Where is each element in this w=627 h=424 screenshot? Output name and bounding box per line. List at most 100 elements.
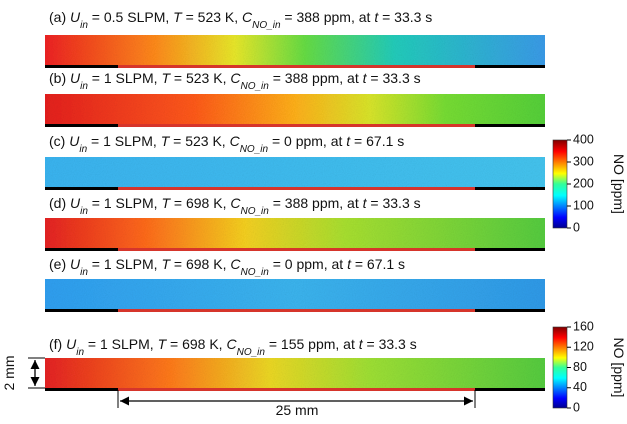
caption-part: NO_in: [240, 267, 269, 278]
caption-part: = 1 SLPM,: [84, 336, 158, 352]
caption-part: t: [346, 133, 351, 149]
caption-part: U: [70, 9, 81, 25]
caption-part: (e): [49, 256, 70, 272]
caption-part: = 1 SLPM,: [87, 133, 161, 149]
caption-part: = 523 K,: [170, 70, 230, 86]
panel-caption: (d) Uin = 1 SLPM, T = 698 K, CNO_in = 38…: [49, 195, 421, 217]
concentration-field: [45, 35, 545, 65]
colorbar-label: NO [ppm]: [611, 154, 627, 214]
caption-part: NO_in: [240, 81, 269, 92]
colorbar-tick-label: 0: [573, 400, 580, 414]
caption-part: = 523 K,: [169, 133, 229, 149]
caption-part: T: [161, 195, 171, 211]
caption-part: U: [66, 336, 77, 352]
caption-part: = 698 K,: [170, 195, 230, 211]
caption-part: = 33.3 s: [367, 195, 421, 211]
caption-part: = 388 ppm, at: [269, 70, 363, 86]
panel-caption: (c) Uin = 1 SLPM, T = 523 K, CNO_in = 0 …: [49, 133, 404, 155]
caption-part: U: [70, 195, 81, 211]
caption-part: = 33.3 s: [367, 70, 421, 86]
caption-part: = 67.1 s: [351, 256, 405, 272]
concentration-field: [45, 157, 545, 187]
colorbar-tick-label: 300: [573, 154, 594, 168]
caption-part: = 0 ppm, at: [269, 256, 347, 272]
caption-part: C: [230, 133, 241, 149]
caption-part: NO_in: [240, 144, 269, 155]
concentration-field: [45, 279, 545, 309]
colorbar-tick-label: 400: [573, 132, 594, 146]
caption-part: C: [230, 195, 241, 211]
colorbar-label: NO [ppm]: [611, 338, 627, 398]
caption-part: = 67.1 s: [350, 133, 404, 149]
colorbar-tick-label: 120: [573, 340, 594, 354]
caption-part: C: [226, 336, 237, 352]
panel-caption: (b) Uin = 1 SLPM, T = 523 K, CNO_in = 38…: [49, 70, 421, 92]
panel: (e) Uin = 1 SLPM, T = 698 K, CNO_in = 0 …: [45, 256, 545, 312]
panel-caption: (a) Uin = 0.5 SLPM, T = 523 K, CNO_in = …: [49, 9, 432, 31]
caption-part: = 33.3 s: [363, 336, 417, 352]
colorbar-tick-label: 160: [573, 319, 594, 333]
colorbar-scale: [552, 326, 568, 409]
panels: (a) Uin = 0.5 SLPM, T = 523 K, CNO_in = …: [45, 9, 545, 391]
caption-part: t: [374, 9, 379, 25]
caption-part: C: [242, 9, 253, 25]
colorbar-tick-label: 200: [573, 176, 594, 190]
concentration-field: [45, 218, 545, 248]
panel-caption: (f) Uin = 1 SLPM, T = 698 K, CNO_in = 15…: [49, 336, 417, 358]
panel: (f) Uin = 1 SLPM, T = 698 K, CNO_in = 15…: [45, 336, 545, 391]
caption-part: T: [161, 256, 171, 272]
colorbar-tick-label: 0: [573, 220, 580, 234]
caption-part: = 155 ppm, at: [265, 336, 359, 352]
panel: (a) Uin = 0.5 SLPM, T = 523 K, CNO_in = …: [45, 9, 545, 68]
panel: (d) Uin = 1 SLPM, T = 698 K, CNO_in = 38…: [45, 195, 545, 251]
colorbar: 0 100 200 300 400 NO [ppm]: [552, 132, 627, 234]
caption-part: = 388 ppm, at: [269, 195, 363, 211]
caption-part: NO_in: [237, 347, 266, 358]
caption-part: NO_in: [240, 206, 269, 217]
caption-part: (b): [49, 70, 70, 86]
caption-part: in: [80, 81, 88, 92]
caption-part: T: [161, 70, 171, 86]
caption-part: = 698 K,: [166, 336, 226, 352]
caption-part: = 1 SLPM,: [88, 195, 162, 211]
caption-part: U: [70, 256, 81, 272]
caption-part: in: [80, 267, 88, 278]
concentration-field: [45, 94, 545, 124]
length-label: 25 mm: [276, 402, 319, 418]
caption-part: t: [359, 336, 364, 352]
caption-part: (d): [49, 195, 70, 211]
caption-part: U: [70, 70, 81, 86]
caption-part: in: [76, 347, 84, 358]
caption-part: t: [363, 195, 368, 211]
caption-part: C: [230, 256, 241, 272]
dimension-annotations: 2 mm 25 mm: [1, 356, 476, 418]
caption-part: = 33.3 s: [378, 9, 432, 25]
caption-part: (c): [49, 133, 69, 149]
concentration-field: [45, 358, 545, 388]
panel-caption: (e) Uin = 1 SLPM, T = 698 K, CNO_in = 0 …: [49, 256, 405, 278]
caption-part: T: [161, 133, 171, 149]
caption-part: T: [173, 9, 183, 25]
colorbar-tick-label: 100: [573, 198, 594, 212]
caption-part: t: [363, 70, 368, 86]
caption-part: C: [230, 70, 241, 86]
colorbar: 0 40 80 120 160 NO [ppm]: [552, 319, 627, 414]
caption-part: in: [79, 144, 87, 155]
caption-part: (a): [49, 9, 70, 25]
colorbar-tick-label: 80: [573, 360, 587, 374]
height-label: 2 mm: [1, 356, 17, 391]
caption-part: t: [347, 256, 352, 272]
colorbar-scale: [552, 139, 568, 229]
caption-part: U: [69, 133, 80, 149]
caption-part: = 1 SLPM,: [88, 256, 162, 272]
caption-part: = 0 ppm, at: [268, 133, 346, 149]
colorbar-tick-label: 40: [573, 380, 587, 394]
caption-part: (f): [49, 336, 66, 352]
caption-part: = 523 K,: [182, 9, 242, 25]
caption-part: in: [80, 20, 88, 31]
caption-part: = 1 SLPM,: [88, 70, 162, 86]
panel: (c) Uin = 1 SLPM, T = 523 K, CNO_in = 0 …: [45, 133, 545, 190]
caption-part: = 0.5 SLPM,: [88, 9, 173, 25]
caption-part: T: [158, 336, 168, 352]
